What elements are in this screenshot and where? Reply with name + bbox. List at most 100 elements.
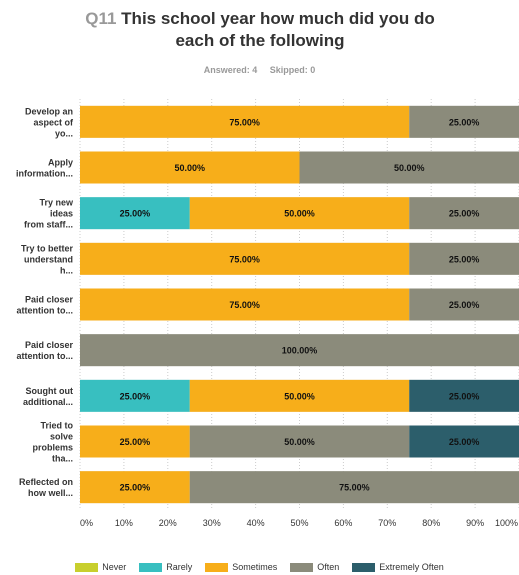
data-label: 50.00% (394, 163, 425, 173)
category-label-line: how well... (28, 488, 73, 498)
bar-segment-sometimes (80, 288, 410, 321)
bar-segment-sometimes (80, 105, 410, 138)
chart-title: Q11 This school year how much did you do… (40, 8, 480, 52)
x-tick-label: 60% (334, 518, 352, 528)
category-label-line: aspect of (33, 117, 74, 127)
bar-segment-often (409, 197, 519, 230)
data-label: 50.00% (174, 163, 205, 173)
legend-item-rarely: Rarely (139, 562, 192, 572)
data-label: 25.00% (449, 117, 480, 127)
bar-segment-often (409, 288, 519, 321)
x-tick-label: 20% (159, 518, 177, 528)
category-label: Reflected on how well... (19, 477, 73, 498)
bar-segment-often (409, 105, 519, 138)
data-label: 25.00% (120, 437, 151, 447)
bar-segment-extremely-often (409, 425, 519, 458)
bar-segment-rarely (80, 197, 190, 230)
data-label: 75.00% (229, 300, 260, 310)
data-label: 25.00% (120, 391, 151, 401)
bar-segment-often (189, 425, 410, 458)
category-label-line: Sought out (26, 386, 73, 396)
category-label-line: Tried to (40, 421, 73, 431)
category-label: Try to better understand h... (21, 243, 74, 275)
bar-segment-rarely (80, 379, 190, 412)
legend-swatch (75, 562, 99, 572)
legend-item-never: Never (75, 562, 126, 572)
category-label-line: problems (32, 443, 73, 453)
x-tick-label: 10% (115, 518, 133, 528)
x-tick-label: 70% (378, 518, 396, 528)
x-tick-label: 40% (247, 518, 265, 528)
category-label-line: Apply (48, 158, 73, 168)
data-label: 25.00% (120, 483, 151, 493)
response-stats: Answered: 4 Skipped: 0 (0, 65, 519, 75)
legend-label: Often (317, 562, 340, 572)
category-label-line: Develop an (25, 106, 73, 116)
data-label: 100.00% (282, 346, 318, 356)
question-number: Q11 (85, 9, 117, 28)
skipped-count: Skipped: 0 (269, 65, 316, 75)
category-label-line: Reflected on (19, 477, 73, 487)
data-label: 75.00% (339, 483, 370, 493)
bar-segment-sometimes (189, 379, 410, 412)
legend-label: Extremely Often (379, 562, 444, 572)
data-label: 75.00% (229, 117, 260, 127)
category-label-line: h... (60, 265, 73, 275)
category-label: Tried to solve problems tha... (32, 421, 73, 464)
category-label-line: additional... (23, 397, 73, 407)
category-label: Paid closer attention to... (17, 340, 74, 361)
data-label: 25.00% (449, 391, 480, 401)
category-label-line: Paid closer (25, 295, 74, 305)
category-label-line: ideas (50, 209, 73, 219)
stacked-bar-chart: 75.00% 25.00% 50.00% 50.00% 25.00% 50.00% 25.0… (16, 99, 519, 528)
bar-segment-often (189, 471, 519, 504)
category-label: Apply information... (16, 158, 73, 179)
x-tick-label: 0% (80, 518, 93, 528)
legend-swatch (290, 562, 314, 572)
category-label-line: tha... (52, 454, 73, 464)
category-label-line: understand (24, 254, 73, 264)
data-label: 25.00% (449, 300, 480, 310)
data-label: 50.00% (284, 209, 315, 219)
bar-segment-often (409, 242, 519, 275)
data-label: 75.00% (229, 254, 260, 264)
category-label-line: from staff... (24, 220, 73, 230)
x-tick-label: 100% (495, 518, 518, 528)
category-label-line: Paid closer (25, 340, 74, 350)
category-label-line: Try new (39, 198, 74, 208)
bar-segment-extremely-often (409, 379, 519, 412)
legend-label: Rarely (166, 562, 193, 572)
legend-item-often: Often (290, 562, 339, 572)
category-label-line: Try to better (21, 243, 74, 253)
category-label: Paid closer attention to... (17, 295, 74, 316)
title-line-2: each of the following (175, 31, 345, 50)
bar-segment-sometimes (80, 242, 410, 275)
x-tick-label: 50% (290, 518, 308, 528)
bar-segment-often (80, 334, 519, 367)
bar-segment-sometimes (189, 197, 410, 230)
category-label-line: yo... (55, 128, 73, 138)
data-label: 25.00% (449, 254, 480, 264)
legend-label: Sometimes (232, 562, 278, 572)
bar-segment-sometimes (80, 425, 190, 458)
category-label-line: solve (50, 432, 73, 442)
data-label: 50.00% (284, 391, 315, 401)
legend-swatch (139, 562, 163, 572)
data-label: 25.00% (449, 209, 480, 219)
data-label: 25.00% (120, 209, 151, 219)
bar-segment-sometimes (80, 471, 190, 504)
data-label: 25.00% (449, 437, 480, 447)
category-label-line: attention to... (17, 306, 74, 316)
x-tick-label: 90% (466, 518, 484, 528)
title-line-1: This school year how much did you do (121, 9, 435, 28)
bar-segment-often (299, 151, 519, 184)
category-label: Sought out additional... (23, 386, 73, 407)
category-label-line: attention to... (17, 351, 74, 361)
chart-legend: Never Rarely Sometimes Often Extremely Often (0, 562, 519, 572)
x-tick-label: 80% (422, 518, 440, 528)
category-label: Develop an aspect of yo... (25, 106, 74, 138)
category-label-line: information... (16, 169, 73, 179)
data-label: 50.00% (284, 437, 315, 447)
x-tick-label: 30% (203, 518, 221, 528)
legend-item-extremely-often: Extremely Often (352, 562, 444, 572)
